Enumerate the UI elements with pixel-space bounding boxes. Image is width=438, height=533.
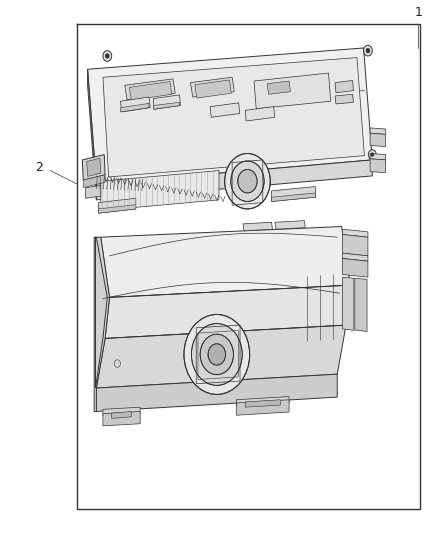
Polygon shape [245,400,280,407]
Polygon shape [96,374,337,411]
Polygon shape [99,198,136,213]
Circle shape [208,344,226,365]
Circle shape [364,45,372,56]
Polygon shape [83,175,105,188]
Polygon shape [275,221,305,229]
Polygon shape [88,48,372,184]
Polygon shape [94,237,110,411]
Circle shape [368,150,376,159]
Polygon shape [237,400,289,415]
Polygon shape [343,259,368,277]
Polygon shape [153,102,180,109]
Polygon shape [355,278,367,332]
Polygon shape [245,107,275,121]
Polygon shape [99,205,136,213]
Polygon shape [370,133,385,147]
Polygon shape [129,82,172,100]
Polygon shape [195,80,231,98]
Polygon shape [125,79,175,100]
Polygon shape [96,160,372,200]
Polygon shape [153,95,180,109]
Polygon shape [88,69,96,200]
Polygon shape [272,187,315,201]
Circle shape [366,49,370,53]
Polygon shape [237,397,289,406]
Polygon shape [103,411,140,426]
Polygon shape [103,58,364,177]
Circle shape [231,161,264,201]
Circle shape [106,54,109,58]
Polygon shape [335,80,353,93]
Polygon shape [272,193,315,201]
Polygon shape [210,103,240,117]
Polygon shape [254,73,331,109]
Circle shape [184,314,250,394]
Polygon shape [267,81,290,94]
Polygon shape [343,229,368,237]
Polygon shape [85,185,101,198]
Polygon shape [82,155,105,180]
Circle shape [200,334,233,375]
Polygon shape [95,237,107,388]
Polygon shape [191,77,234,97]
Polygon shape [120,97,150,112]
Circle shape [191,324,242,385]
Polygon shape [87,158,101,176]
Circle shape [103,51,112,61]
Text: 2: 2 [35,161,43,174]
Polygon shape [343,235,368,256]
Polygon shape [370,154,385,160]
Polygon shape [96,325,346,388]
Polygon shape [101,171,219,211]
Text: 1: 1 [414,6,422,19]
Polygon shape [243,222,272,231]
Circle shape [371,153,374,156]
Polygon shape [105,285,350,338]
Polygon shape [335,94,353,104]
Polygon shape [103,407,140,416]
Circle shape [225,154,270,209]
Polygon shape [370,128,385,134]
Polygon shape [112,411,131,418]
Polygon shape [101,227,350,297]
Circle shape [238,169,257,193]
Polygon shape [343,253,368,261]
Polygon shape [343,277,354,330]
Polygon shape [370,159,385,173]
Polygon shape [120,103,149,112]
